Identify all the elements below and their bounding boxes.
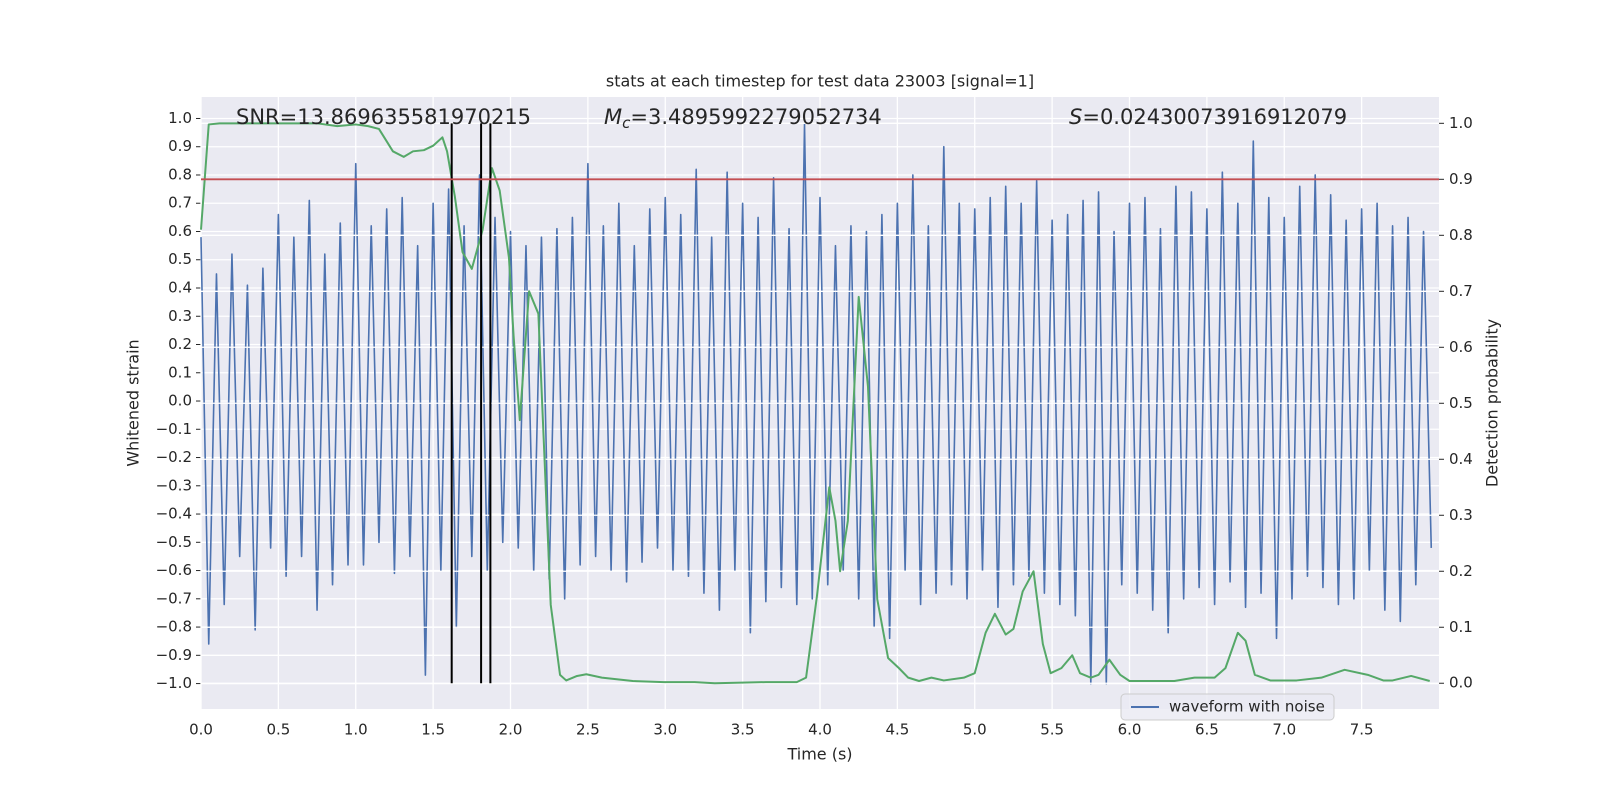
series-line: [200, 123, 1433, 685]
annotation: Mc=3.4895992279052734: [604, 105, 882, 132]
y2-axis-label: Detection probability: [1483, 319, 1502, 487]
y-tick-label: −0.8: [156, 618, 192, 636]
y2-tick-label: 1.0: [1449, 114, 1473, 132]
y-tick-label: −0.5: [156, 533, 192, 551]
x-tick-label: 2.0: [499, 721, 523, 739]
x-tick-label: 2.5: [576, 721, 600, 739]
annotation-variable: M: [604, 105, 622, 129]
x-tick-label: 5.0: [963, 721, 987, 739]
y-tick-label: −0.2: [156, 448, 192, 466]
y-tick-label: 1.0: [168, 109, 192, 127]
y-tick-label: −0.6: [156, 561, 192, 579]
x-tick-label: 0.0: [189, 721, 213, 739]
x-tick-label: 5.5: [1040, 721, 1064, 739]
x-tick-label: 6.0: [1118, 721, 1142, 739]
x-tick-label: 3.0: [653, 721, 677, 739]
y-tick-label: −0.4: [156, 505, 192, 523]
y2-tick-label: 0.5: [1449, 394, 1473, 412]
y2-tick-label: 0.3: [1449, 506, 1473, 524]
annotation: S=0.02430073916912079: [1069, 105, 1347, 129]
x-tick-label: 6.5: [1195, 721, 1219, 739]
y-tick-label: 0.9: [168, 137, 192, 155]
y2-tick-label: 0.1: [1449, 618, 1473, 636]
y2-tick-label: 0.9: [1449, 170, 1473, 188]
x-tick-label: 3.5: [731, 721, 755, 739]
x-tick-label: 7.0: [1272, 721, 1296, 739]
legend-box: [1120, 693, 1335, 721]
x-tick-label: 1.0: [344, 721, 368, 739]
x-tick-label: 4.5: [885, 721, 909, 739]
y-tick-label: −0.3: [156, 476, 192, 494]
annotation-value: =13.869635581970215: [280, 105, 531, 129]
x-tick-label: 7.5: [1350, 721, 1374, 739]
x-tick-label: 0.5: [266, 721, 290, 739]
y-tick-label: 0.5: [168, 250, 192, 268]
chart-title: stats at each timestep for test data 230…: [606, 72, 1034, 91]
x-tick-label: 1.5: [421, 721, 445, 739]
y-tick-label: 0.6: [168, 222, 192, 240]
y2-tick-label: 0.2: [1449, 562, 1473, 580]
y-tick-label: 0.7: [168, 194, 192, 212]
series-line: [200, 122, 1430, 685]
annotation-variable: SNR: [236, 105, 280, 129]
y-tick-label: −0.1: [156, 420, 192, 438]
y-tick-label: 0.2: [168, 335, 192, 353]
y2-tick-label: 0.4: [1449, 450, 1473, 468]
annotation-variable: S: [1069, 105, 1082, 129]
y-tick-label: 0.0: [168, 392, 192, 410]
y-tick-label: 0.8: [168, 165, 192, 183]
annotation: SNR=13.869635581970215: [236, 105, 531, 129]
y-axis-label: Whitened strain: [124, 339, 143, 466]
x-axis-label: Time (s): [786, 745, 852, 764]
y-tick-label: 0.1: [168, 363, 192, 381]
annotation-value: =0.02430073916912079: [1082, 105, 1347, 129]
x-tick-label: 4.0: [808, 721, 832, 739]
y2-tick-label: 0.0: [1449, 674, 1473, 692]
y-tick-label: −0.7: [156, 589, 192, 607]
y-tick-label: 0.4: [168, 279, 192, 297]
annotation-value: =3.4895992279052734: [630, 105, 881, 129]
y-tick-label: 0.3: [168, 307, 192, 325]
y-tick-label: −1.0: [156, 674, 192, 692]
y2-tick-label: 0.8: [1449, 226, 1473, 244]
y-tick-label: −0.9: [156, 646, 192, 664]
legend-label: waveform with noise: [1169, 698, 1325, 716]
annotation-subscript: c: [622, 114, 631, 132]
y2-tick-label: 0.7: [1449, 282, 1473, 300]
y2-tick-label: 0.6: [1449, 338, 1473, 356]
